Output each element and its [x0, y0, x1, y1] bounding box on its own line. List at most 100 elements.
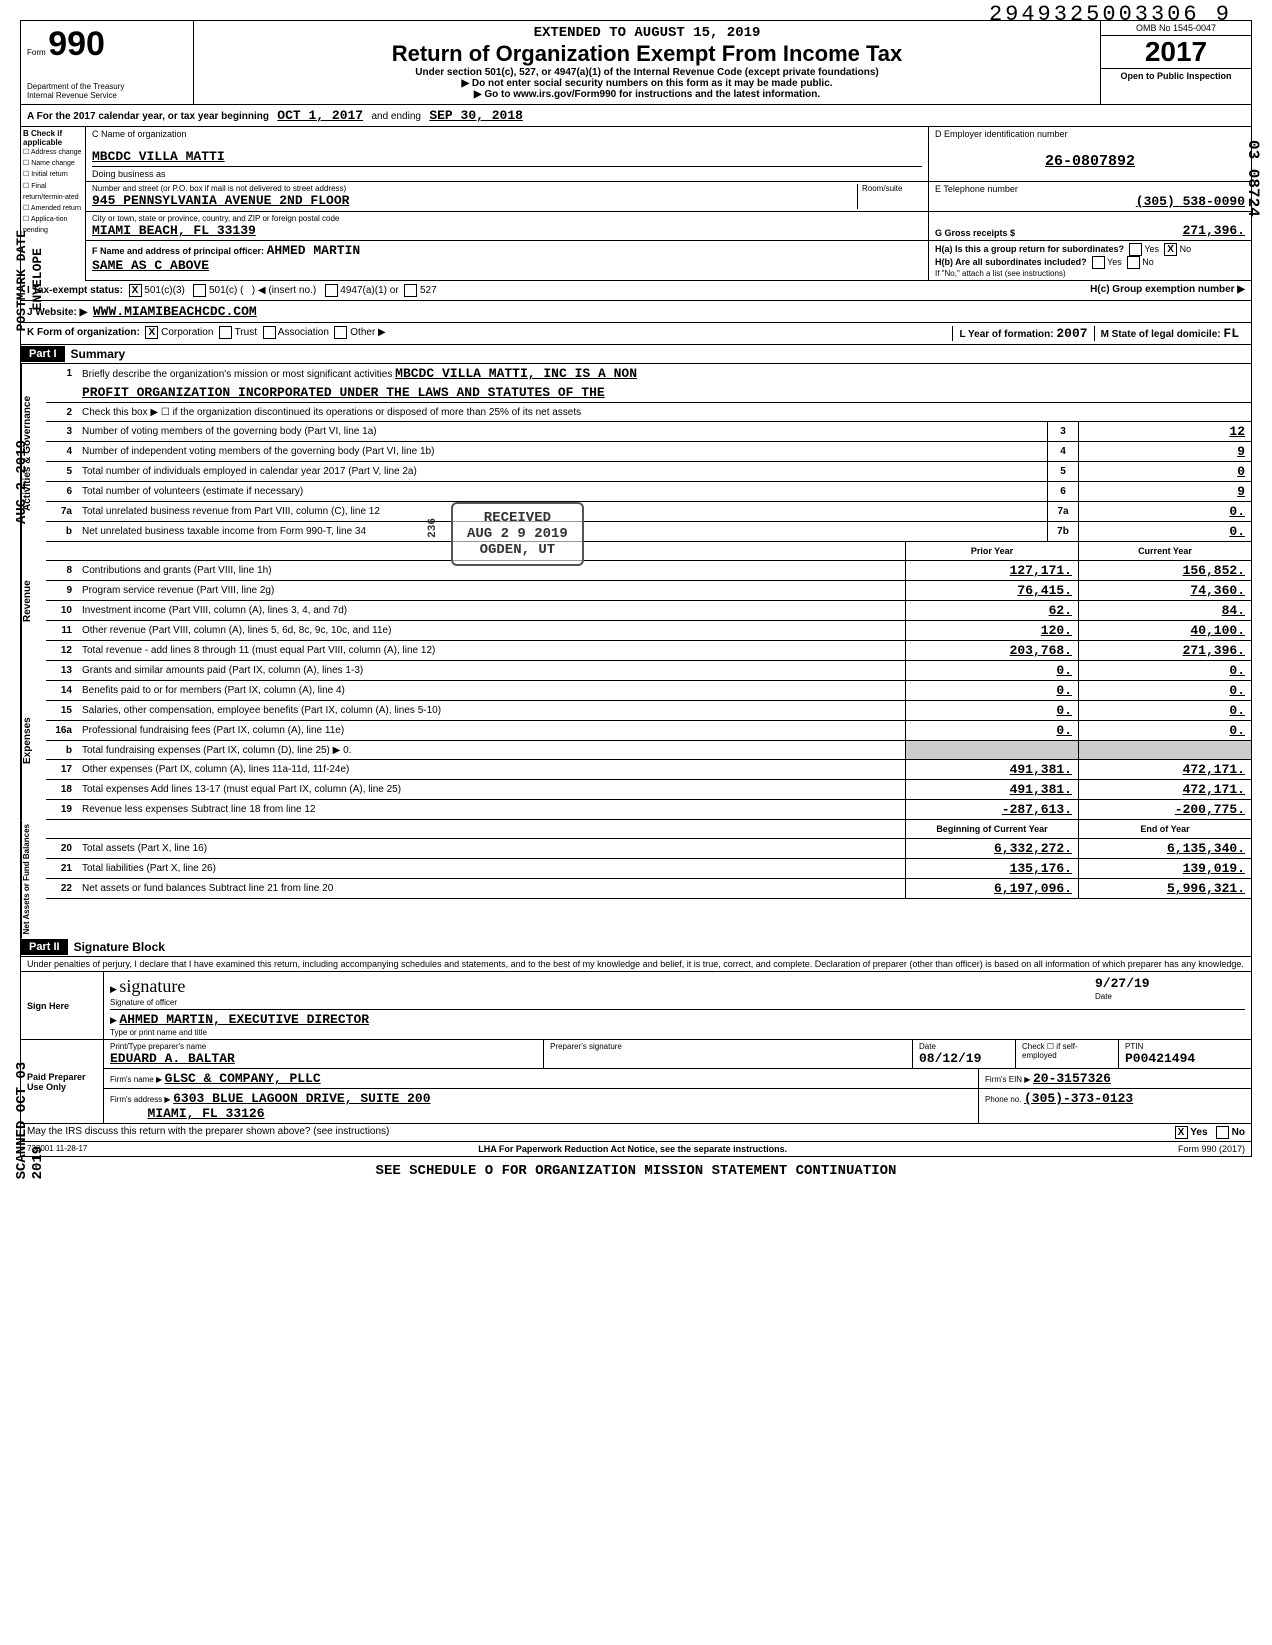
line-num: 16a: [46, 725, 78, 736]
prior-val: 491,381.: [905, 780, 1078, 799]
chk-name[interactable]: ☐ Name change: [23, 158, 83, 169]
hb-no[interactable]: [1127, 256, 1140, 269]
line-text: Salaries, other compensation, employee b…: [78, 703, 905, 718]
current-val: 156,852.: [1078, 561, 1251, 580]
line-text: Number of voting members of the governin…: [78, 424, 1047, 439]
line-num: 12: [46, 645, 78, 656]
prior-val: 127,171.: [905, 561, 1078, 580]
chk-final[interactable]: ☐ Final return/termin-ated: [23, 181, 83, 203]
prior-val: 76,415.: [905, 581, 1078, 600]
c-name-label: C Name of organization: [92, 129, 922, 139]
i-501c[interactable]: [193, 284, 206, 297]
street-value: 945 PENNSYLVANIA AVENUE 2ND FLOOR: [92, 193, 857, 208]
line-1-num: 1: [46, 368, 78, 379]
line-num: 19: [46, 804, 78, 815]
line-num: 5: [46, 466, 78, 477]
hb-note: If "No," attach a list (see instructions…: [935, 269, 1245, 278]
self-emp-label: Check ☐ if self-employed: [1016, 1040, 1119, 1068]
i-527[interactable]: [404, 284, 417, 297]
line-num: 13: [46, 665, 78, 676]
firm-addr: 6303 BLUE LAGOON DRIVE, SUITE 200: [173, 1091, 430, 1106]
line-box: 7a: [1047, 502, 1078, 521]
prior-val: 6,197,096.: [905, 879, 1078, 898]
officer-name: AHMED MARTIN, EXECUTIVE DIRECTOR: [119, 1012, 369, 1027]
line-text: Grants and similar amounts paid (Part IX…: [78, 663, 905, 678]
g-label: G Gross receipts $: [935, 228, 1015, 238]
org-name: MBCDC VILLA MATTI: [92, 149, 922, 164]
i-4947[interactable]: [325, 284, 338, 297]
discuss-yes[interactable]: X: [1175, 1126, 1188, 1139]
form-title: Return of Organization Exempt From Incom…: [198, 41, 1096, 67]
ha-no[interactable]: X: [1164, 243, 1177, 256]
prior-val: 0.: [905, 701, 1078, 720]
line-val: 9: [1078, 442, 1251, 461]
hb-yes[interactable]: [1092, 256, 1105, 269]
current-val: -200,775.: [1078, 800, 1251, 819]
hdr-begin: Beginning of Current Year: [905, 820, 1078, 838]
line-2-num: 2: [46, 407, 78, 418]
prior-val: 491,381.: [905, 760, 1078, 779]
k-assoc[interactable]: [263, 326, 276, 339]
m-label: M State of legal domicile:: [1101, 329, 1221, 340]
line-box: 5: [1047, 462, 1078, 481]
line-text: Net assets or fund balances Subtract lin…: [78, 881, 905, 896]
name-title-label: Type or print name and title: [110, 1028, 207, 1037]
line-1-label: Briefly describe the organization's miss…: [82, 369, 392, 380]
prior-val: 0.: [905, 661, 1078, 680]
l-label: L Year of formation:: [959, 329, 1053, 340]
hdr-end: End of Year: [1078, 820, 1251, 838]
prep-date: 08/12/19: [919, 1051, 1009, 1066]
k-trust[interactable]: [219, 326, 232, 339]
line-num: 4: [46, 446, 78, 457]
side-expenses: Expenses: [21, 661, 46, 820]
line-a: A For the 2017 calendar year, or tax yea…: [21, 105, 1251, 127]
k-corp[interactable]: X: [145, 326, 158, 339]
chk-initial[interactable]: ☐ Initial return: [23, 169, 83, 180]
line-val: 0.: [1078, 522, 1251, 541]
year-end: SEP 30, 2018: [429, 108, 523, 123]
k-other[interactable]: [334, 326, 347, 339]
firm-name: GLSC & COMPANY, PLLC: [165, 1071, 321, 1086]
ptin-value: P00421494: [1125, 1051, 1245, 1066]
line-num: 3: [46, 426, 78, 437]
chk-address[interactable]: ☐ Address change: [23, 147, 83, 158]
prior-val: 135,176.: [905, 859, 1078, 878]
chk-application[interactable]: ☐ Applica-tion pending: [23, 214, 83, 236]
current-val: 5,996,321.: [1078, 879, 1251, 898]
instruction-1: ▶ Do not enter social security numbers o…: [198, 78, 1096, 89]
chk-amended[interactable]: ☐ Amended return: [23, 203, 83, 214]
line-text: Benefits paid to or for members (Part IX…: [78, 683, 905, 698]
discuss-no[interactable]: [1216, 1126, 1229, 1139]
form-subtitle: Under section 501(c), 527, or 4947(a)(1)…: [198, 67, 1096, 78]
part-ii-title: Part II: [21, 939, 68, 955]
sig-officer-label: Signature of officer: [110, 998, 177, 1007]
prior-val: 0.: [905, 681, 1078, 700]
side-revenue: Revenue: [21, 542, 46, 661]
discuss-label: May the IRS discuss this return with the…: [27, 1126, 389, 1139]
received-stamp: 236 RECEIVED AUG 2 9 2019 OGDEN, UT: [451, 502, 584, 566]
prior-val: 203,768.: [905, 641, 1078, 660]
current-val: 0.: [1078, 721, 1251, 740]
current-val: 472,171.: [1078, 780, 1251, 799]
l-value: 2007: [1056, 326, 1087, 341]
current-val: 40,100.: [1078, 621, 1251, 640]
i-501c3[interactable]: X: [129, 284, 142, 297]
ha-label: H(a) Is this a group return for subordin…: [935, 243, 1245, 256]
prior-val: 0.: [905, 721, 1078, 740]
line-box: 6: [1047, 482, 1078, 501]
prep-date-label: Date: [919, 1042, 1009, 1051]
firm-ein-label: Firm's EIN ▶: [985, 1075, 1030, 1084]
side-governance: Activities & Governance: [21, 364, 46, 542]
line-text: Total number of individuals employed in …: [78, 464, 1047, 479]
ha-yes[interactable]: [1129, 243, 1142, 256]
line-text: Total assets (Part X, line 16): [78, 841, 905, 856]
current-val: 6,135,340.: [1078, 839, 1251, 858]
line-num: 17: [46, 764, 78, 775]
line-text: Professional fundraising fees (Part IX, …: [78, 723, 905, 738]
city-label: City or town, state or province, country…: [92, 214, 922, 223]
column-b: B Check if applicable ☐ Address change ☐…: [21, 127, 86, 281]
part-i-title: Part I: [21, 346, 65, 362]
footer-form: Form 990 (2017): [1178, 1144, 1245, 1154]
hc-label: H(c) Group exemption number ▶: [1090, 284, 1245, 295]
ptin-label: PTIN: [1125, 1042, 1245, 1051]
